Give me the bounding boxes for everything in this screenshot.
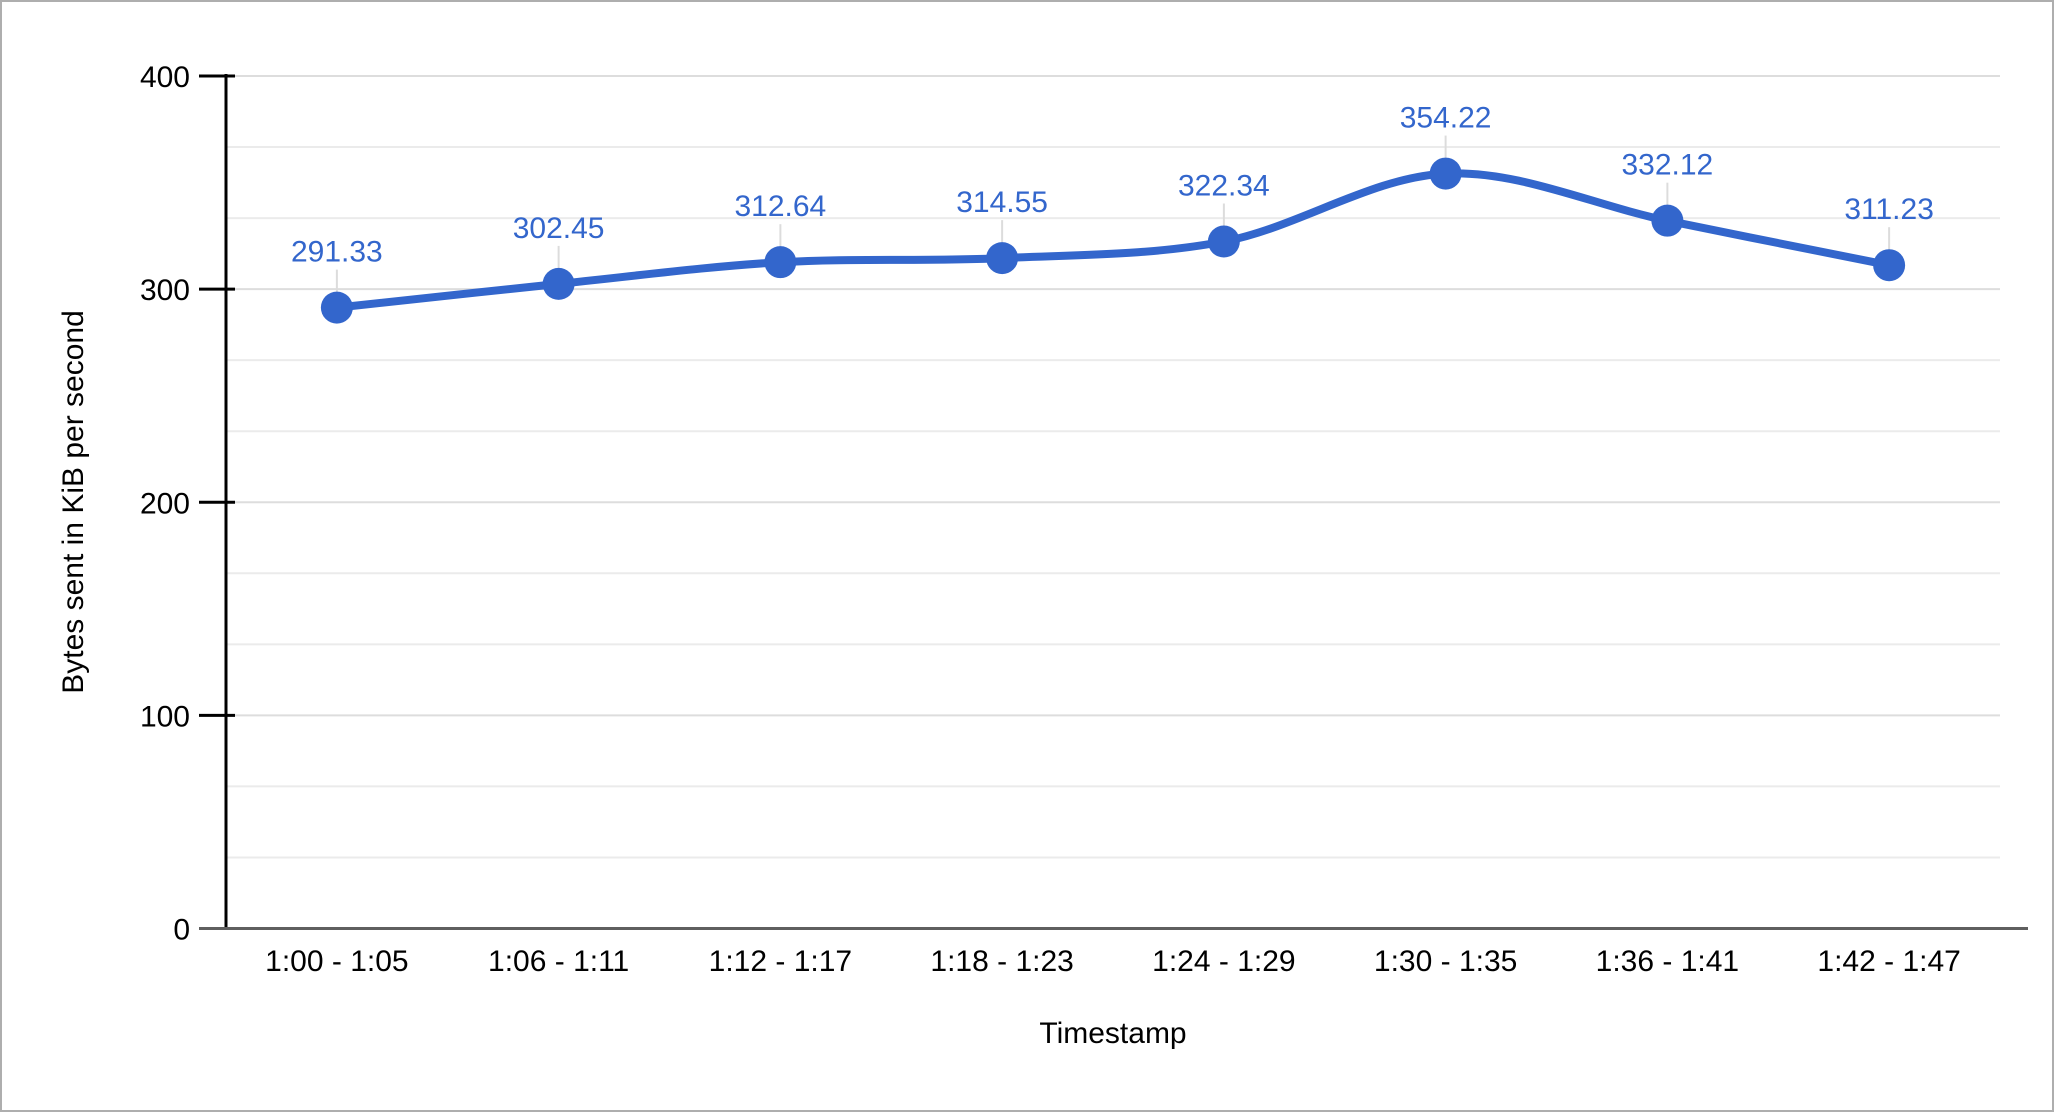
x-category-label: 1:00 - 1:05 bbox=[265, 945, 408, 978]
data-point-label: 314.55 bbox=[956, 186, 1048, 219]
data-point-marker[interactable] bbox=[542, 267, 575, 300]
x-category-label: 1:30 - 1:35 bbox=[1374, 945, 1517, 978]
y-tick-label: 0 bbox=[173, 914, 190, 947]
y-tick-label: 400 bbox=[140, 61, 190, 94]
data-point-marker[interactable] bbox=[1651, 204, 1684, 237]
data-point-label: 332.12 bbox=[1621, 149, 1713, 182]
y-tick-label: 100 bbox=[140, 700, 190, 733]
y-tick-label: 300 bbox=[140, 274, 190, 307]
data-point-label: 312.64 bbox=[734, 190, 826, 223]
data-point-label: 302.45 bbox=[513, 212, 605, 245]
x-category-label: 1:12 - 1:17 bbox=[709, 945, 852, 978]
data-point-marker[interactable] bbox=[986, 242, 1019, 275]
x-category-label: 1:18 - 1:23 bbox=[930, 945, 1073, 978]
x-category-label: 1:42 - 1:47 bbox=[1817, 945, 1960, 978]
data-point-marker[interactable] bbox=[764, 246, 797, 279]
x-category-label: 1:36 - 1:41 bbox=[1596, 945, 1739, 978]
data-point-label: 354.22 bbox=[1400, 102, 1492, 135]
data-point-label: 322.34 bbox=[1178, 170, 1270, 203]
x-category-label: 1:24 - 1:29 bbox=[1152, 945, 1295, 978]
data-point-marker[interactable] bbox=[1207, 225, 1240, 258]
data-point-marker[interactable] bbox=[1429, 157, 1462, 190]
data-point-label: 311.23 bbox=[1844, 193, 1934, 226]
y-axis-title: Bytes sent in KiB per second bbox=[57, 310, 90, 694]
y-tick-label: 200 bbox=[140, 487, 190, 520]
data-point-marker[interactable] bbox=[1873, 249, 1906, 282]
series-line bbox=[332, 169, 1894, 312]
data-point-marker[interactable] bbox=[320, 291, 353, 324]
x-axis-title: Timestamp bbox=[1039, 1017, 1187, 1050]
x-category-label: 1:06 - 1:11 bbox=[488, 945, 629, 978]
data-point-label: 291.33 bbox=[291, 236, 383, 269]
